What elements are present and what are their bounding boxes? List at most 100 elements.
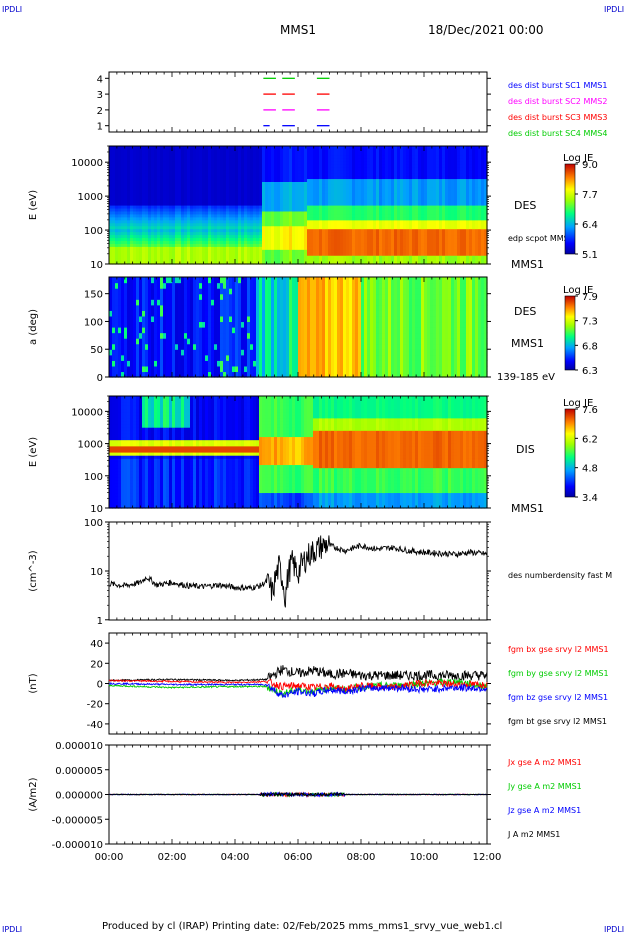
heatmap-cell [196,181,200,185]
heatmap-cell [193,243,197,247]
heatmap-cell [247,231,251,236]
heatmap-cell [145,148,149,153]
heatmap-cell [142,184,146,188]
heatmap-cell [112,151,116,156]
heatmap-cell [253,225,257,230]
heatmap-cell [154,231,158,236]
heatmap-cell [118,146,122,150]
heatmap-cell [145,255,149,259]
heatmap-cell [190,190,194,194]
heatmap-cell [241,202,245,206]
heatmap-cell [145,222,149,227]
heatmap-cell [325,181,329,185]
heatmap-cell [376,146,380,150]
heatmap-cell [337,222,341,227]
heatmap-cell [298,151,302,156]
heatmap-cell [418,258,422,262]
heatmap-cell [172,249,176,253]
heatmap-cell [187,213,191,218]
heatmap-cell [217,255,221,259]
heatmap-cell [178,243,182,247]
heatmap-cell [403,157,407,162]
heatmap-cell [181,246,185,250]
heatmap-cell [277,193,281,197]
heatmap-cell [172,181,176,185]
heatmap-cell [418,184,422,188]
heatmap-cell [418,187,422,191]
heatmap-cell [220,148,224,153]
heatmap-cell [346,258,350,262]
heatmap-cell [109,166,113,171]
heatmap-cell [343,148,347,153]
heatmap-cell [415,261,419,265]
heatmap-cell [202,193,206,197]
heatmap-cell [139,216,143,221]
heatmap-cell [172,190,176,194]
heatmap-cell [358,258,362,262]
heatmap-cell [355,249,359,253]
heatmap-cell [328,184,332,188]
heatmap-cell [325,249,329,253]
heatmap-cell [337,249,341,253]
heatmap-cell [394,190,398,194]
heatmap-cell [367,210,371,215]
heatmap-cell [253,148,257,153]
heatmap-cell [112,169,116,174]
heatmap-cell [292,219,296,224]
heatmap-cell [418,172,422,177]
heatmap-cell [208,178,212,182]
heatmap-cell [370,196,374,200]
heatmap-cell [115,148,119,153]
heatmap-cell [397,154,401,159]
heatmap-cell [160,190,164,194]
heatmap-cell [379,234,383,239]
heatmap-cell [358,166,362,171]
heatmap-cell [199,169,203,174]
heatmap-cell [379,160,383,165]
heatmap-cell [262,237,266,241]
heatmap-cell [403,249,407,253]
heatmap-cell [310,199,314,203]
heatmap-cell [127,184,131,188]
heatmap-cell [409,172,413,177]
heatmap-cell [370,160,374,165]
heatmap-cell [214,187,218,191]
heatmap-cell [289,261,293,265]
heatmap-cell [349,246,353,250]
heatmap-cell [238,199,242,203]
heatmap-cell [211,175,215,180]
heatmap-cell [208,243,212,247]
heatmap-cell [415,187,419,191]
heatmap-cell [115,249,119,253]
heatmap-cell [256,175,260,180]
heatmap-cell [256,234,260,239]
heatmap-cell [127,213,131,218]
heatmap-cell [409,163,413,168]
heatmap-cell [148,216,152,221]
heatmap-cell [118,172,122,177]
heatmap-cell [412,237,416,241]
heatmap-cell [361,184,365,188]
heatmap-cell [406,157,410,162]
heatmap-cell [205,181,209,185]
heatmap-cell [382,219,386,224]
heatmap-cell [379,213,383,218]
heatmap-cell [166,249,170,253]
heatmap-cell [289,240,293,244]
heatmap-cell [409,252,413,256]
heatmap-cell [340,261,344,265]
heatmap-cell [322,231,326,236]
heatmap-cell [133,246,137,250]
heatmap-cell [265,148,269,153]
heatmap-cell [358,249,362,253]
heatmap-cell [208,172,212,177]
heatmap-cell [400,178,404,182]
heatmap-cell [124,258,128,262]
heatmap-cell [169,246,173,250]
heatmap-cell [370,190,374,194]
heatmap-cell [202,246,206,250]
heatmap-cell [367,190,371,194]
heatmap-cell [160,175,164,180]
heatmap-cell [304,190,308,194]
heatmap-cell [220,175,224,180]
